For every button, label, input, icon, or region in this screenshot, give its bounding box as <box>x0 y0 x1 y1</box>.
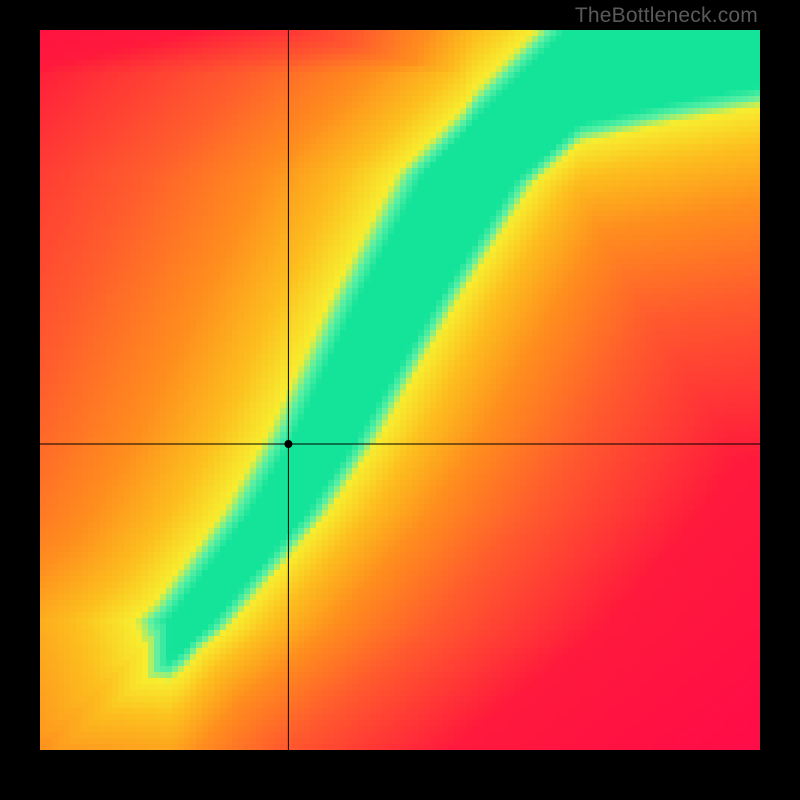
watermark-text: TheBottleneck.com <box>575 4 758 28</box>
heatmap-canvas <box>40 30 760 750</box>
heatmap-plot <box>40 30 760 750</box>
root-container: TheBottleneck.com <box>0 0 800 800</box>
